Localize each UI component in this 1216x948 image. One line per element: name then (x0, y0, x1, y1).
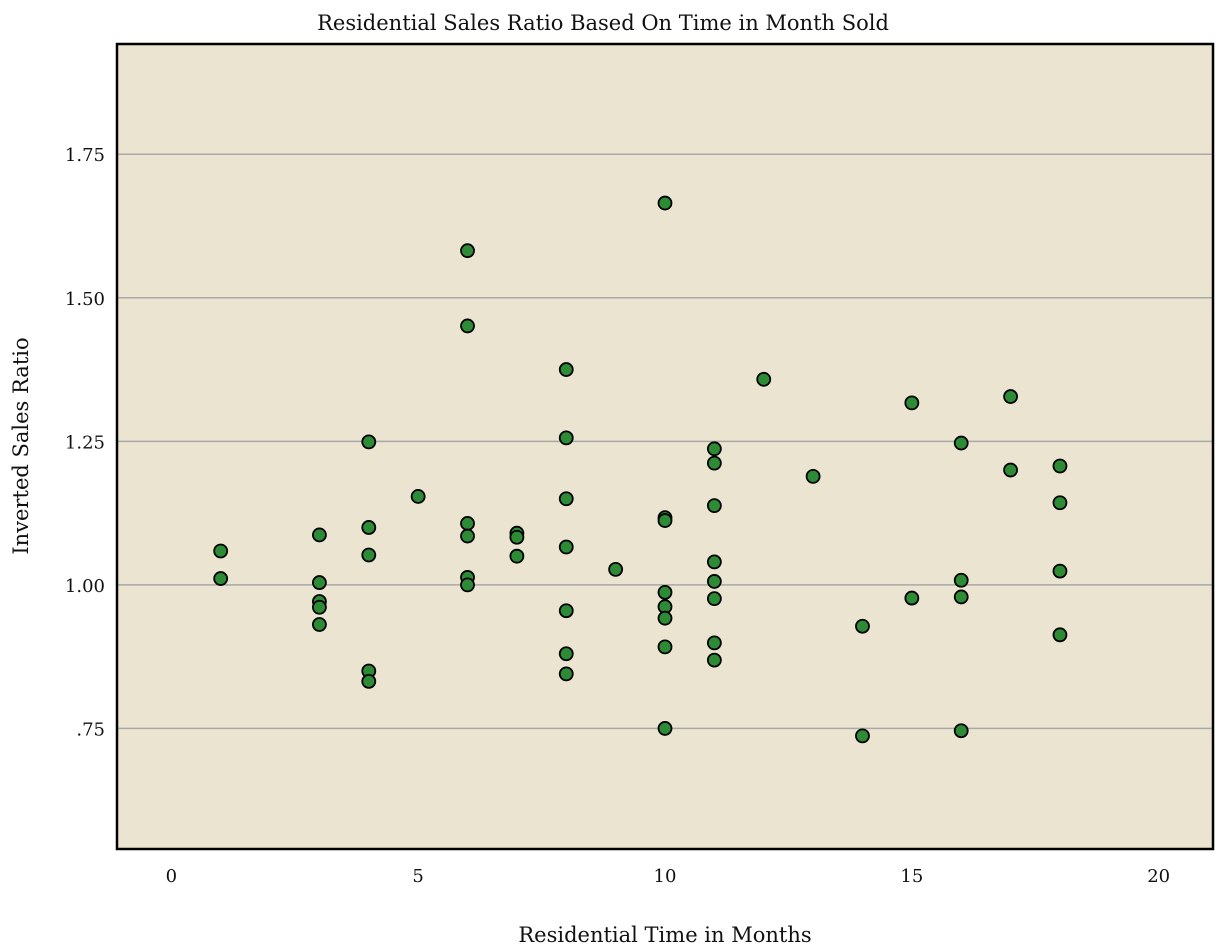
data-point (706, 591, 722, 607)
y-tick-label: 1.00 (65, 576, 105, 597)
data-point (558, 666, 574, 682)
data-point (460, 528, 475, 544)
data-point (953, 435, 969, 451)
data-point (312, 575, 327, 590)
x-tick-label: 20 (1147, 866, 1170, 887)
data-point (706, 652, 722, 668)
x-tick-label: 15 (900, 866, 923, 887)
data-point (213, 543, 229, 559)
data-point (1052, 627, 1068, 643)
data-point (657, 610, 673, 626)
chart-title: Residential Sales Ratio Based On Time in… (317, 11, 889, 35)
data-point (460, 318, 475, 334)
data-point (805, 468, 821, 484)
data-point (706, 455, 722, 471)
data-point (953, 572, 969, 588)
y-tick-label: 1.25 (65, 432, 105, 453)
data-point (1052, 563, 1068, 579)
data-point (756, 371, 772, 387)
data-point (558, 646, 574, 662)
data-point (706, 441, 722, 457)
data-point (904, 395, 920, 411)
plot-area (117, 44, 1213, 849)
data-point (1052, 458, 1068, 474)
y-tick-label: .75 (76, 719, 105, 740)
data-point (657, 513, 673, 528)
data-point (558, 603, 574, 619)
data-point (460, 243, 475, 259)
x-tick-label: 0 (166, 866, 177, 887)
data-point (558, 430, 574, 446)
data-point (312, 617, 327, 632)
data-point (361, 434, 377, 450)
data-point (361, 520, 377, 535)
data-point (213, 571, 229, 586)
data-point (312, 599, 327, 615)
plot-frame (115, 42, 1215, 851)
y-axis-tick-labels: .75 1.00 1.25 1.50 1.75 (65, 145, 105, 740)
data-point (706, 498, 722, 514)
x-tick-label: 5 (412, 866, 423, 887)
y-tick-label: 1.75 (65, 145, 105, 166)
data-point (558, 362, 574, 377)
data-point (1003, 462, 1018, 478)
data-point (855, 618, 870, 634)
data-point (953, 589, 969, 605)
y-tick-label: 1.50 (65, 289, 105, 310)
data-point (361, 547, 377, 563)
x-axis-tick-labels: 0 5 10 15 20 (166, 866, 1171, 887)
data-point (1003, 389, 1018, 404)
data-point (509, 548, 525, 564)
data-point (953, 723, 969, 739)
data-point (312, 527, 327, 543)
data-point (657, 721, 673, 736)
data-point (460, 577, 475, 593)
x-tick-label: 10 (654, 866, 677, 887)
data-point (706, 635, 722, 651)
data-point (410, 489, 426, 504)
data-point (706, 554, 722, 570)
data-point (657, 584, 673, 600)
data-points (213, 195, 1068, 744)
data-point (509, 529, 525, 545)
data-point (1052, 495, 1068, 511)
data-point (460, 516, 475, 531)
data-point (904, 590, 920, 606)
y-axis-label: Inverted Sales Ratio (9, 337, 33, 554)
data-point (706, 574, 722, 589)
data-point (855, 728, 870, 744)
data-point (657, 195, 673, 211)
data-point (558, 539, 574, 555)
data-point (361, 673, 377, 689)
gridlines (117, 153, 1213, 730)
data-point (608, 561, 624, 577)
x-axis-label: Residential Time in Months (518, 923, 811, 947)
data-point (558, 491, 574, 507)
data-point (657, 639, 673, 655)
